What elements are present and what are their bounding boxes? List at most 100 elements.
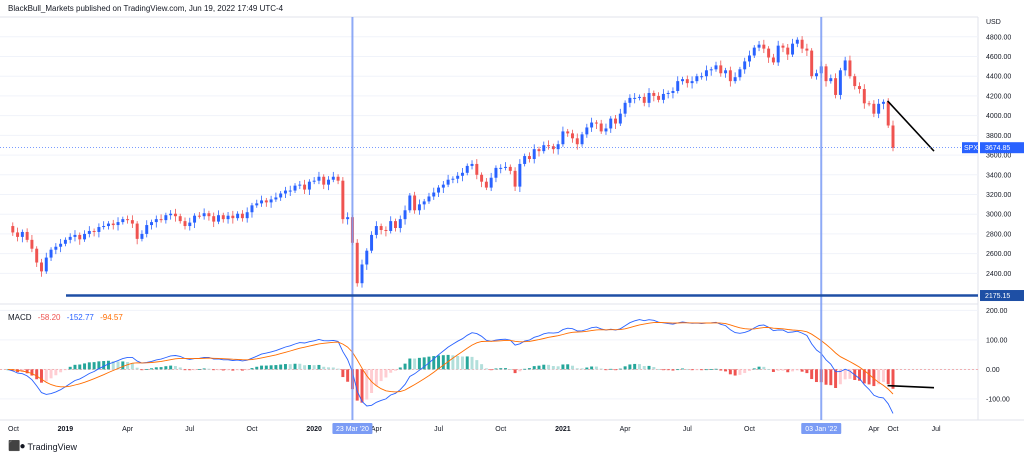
time-axis-label: 2021 (555, 426, 571, 433)
candle-body (417, 204, 421, 211)
candle-body (197, 215, 201, 217)
candle-body (83, 233, 87, 240)
macd-histogram-bar (791, 369, 795, 372)
candle-body (446, 179, 450, 185)
candle-body (580, 134, 584, 145)
candle-body (724, 70, 728, 74)
macd-line (7, 319, 894, 414)
candle-body (54, 246, 58, 250)
candle-body (743, 61, 747, 70)
macd-histogram-bar (838, 369, 842, 385)
candle-body (795, 39, 799, 44)
candle-body (609, 118, 613, 129)
macd-histogram-bar (738, 369, 742, 375)
candle-body (16, 232, 20, 237)
macd-histogram-bar (862, 369, 866, 384)
macd-histogram-bar (513, 369, 517, 374)
macd-histogram-bar (891, 369, 895, 389)
macd-histogram-bar (169, 365, 173, 370)
candle-body (767, 48, 771, 58)
macd-histogram-bar (523, 368, 527, 370)
candle-body (714, 65, 718, 70)
macd-histogram-bar (829, 369, 833, 386)
candle-body (623, 102, 627, 114)
macd-histogram-bar (585, 367, 589, 370)
attribution-text: BlackBull_Markets published on TradingVi… (8, 4, 284, 13)
macd-histogram-bar (609, 368, 613, 370)
candle-body (102, 226, 106, 228)
macd-histogram-bar (571, 365, 574, 370)
macd-histogram-bar (666, 369, 670, 371)
macd-histogram-bar (561, 364, 565, 370)
candle-body (862, 89, 866, 104)
candle-body (757, 44, 761, 48)
macd-histogram-bar (126, 362, 130, 370)
macd-histogram-bar (795, 369, 799, 371)
macd-histogram-bar (207, 368, 211, 370)
currency-label: USD (986, 19, 1001, 26)
candle-body (245, 212, 249, 219)
candle-body (590, 122, 594, 128)
macd-histogram-bar (298, 363, 302, 370)
candle-body (719, 65, 723, 74)
macd-histogram-bar (159, 367, 163, 370)
candle-body (283, 190, 287, 194)
price-axis-label: 4400.00 (986, 74, 1011, 81)
time-axis-label: Jul (683, 426, 692, 433)
macd-histogram-bar (676, 369, 680, 371)
macd-histogram-bar (518, 369, 522, 372)
candle-body (403, 210, 407, 220)
macd-histogram-bar (647, 365, 651, 370)
macd-histogram-bar (355, 369, 359, 401)
macd-legend[interactable]: MACD -58.20 -152.77 -94.57 (8, 313, 127, 322)
macd-histogram-bar (728, 369, 732, 375)
candle-body (886, 101, 890, 126)
vertical-marker-date-label: 23 Mar '20 (336, 426, 369, 433)
candle-body (240, 213, 244, 219)
candle-body (791, 43, 795, 55)
candle-body (130, 220, 134, 224)
candle-body (618, 113, 622, 124)
macd-histogram-bar (97, 361, 101, 370)
symbol-tag (962, 142, 978, 154)
macd-trendline (887, 384, 935, 389)
macd-histogram-bar (542, 364, 546, 370)
candle-body (494, 167, 498, 178)
price-axis-label: 4200.00 (986, 93, 1011, 100)
macd-histogram-bar (274, 365, 278, 370)
candle-body (872, 103, 876, 114)
macd-histogram-bar (116, 361, 120, 370)
macd-histogram-bar (346, 369, 350, 382)
candle-body (499, 167, 503, 169)
candle-body (728, 70, 732, 82)
tradingview-brand[interactable]: ⬛● TradingView (8, 441, 77, 452)
macd-histogram-bar (135, 367, 139, 370)
macd-line-value: -152.77 (66, 313, 94, 322)
candle-body (877, 103, 881, 114)
candle-body (30, 239, 34, 249)
candle-body (504, 166, 507, 168)
macd-histogram-bar (671, 369, 675, 371)
candle-body (676, 81, 680, 91)
price-axis-label: 2600.00 (986, 251, 1011, 258)
macd-histogram-bar (202, 368, 206, 370)
candle-body (709, 69, 713, 71)
candle-body (776, 45, 780, 63)
macd-histogram-bar (867, 369, 871, 385)
macd-histogram-bar (417, 357, 421, 370)
candle-body (140, 233, 144, 239)
macd-histogram-bar (25, 369, 29, 374)
macd-histogram-bar (877, 369, 881, 385)
macd-histogram-bar (260, 365, 264, 370)
candle-body (331, 176, 335, 180)
macd-histogram-bar (140, 369, 144, 371)
macd-histogram-bar (690, 369, 694, 371)
candle-body (355, 242, 359, 284)
macd-histogram-bar (767, 369, 771, 370)
candle-body (437, 187, 441, 193)
candle-body (221, 215, 225, 220)
candle-body (551, 146, 555, 150)
macd-histogram-bar (422, 357, 426, 370)
macd-histogram-bar (49, 369, 53, 379)
